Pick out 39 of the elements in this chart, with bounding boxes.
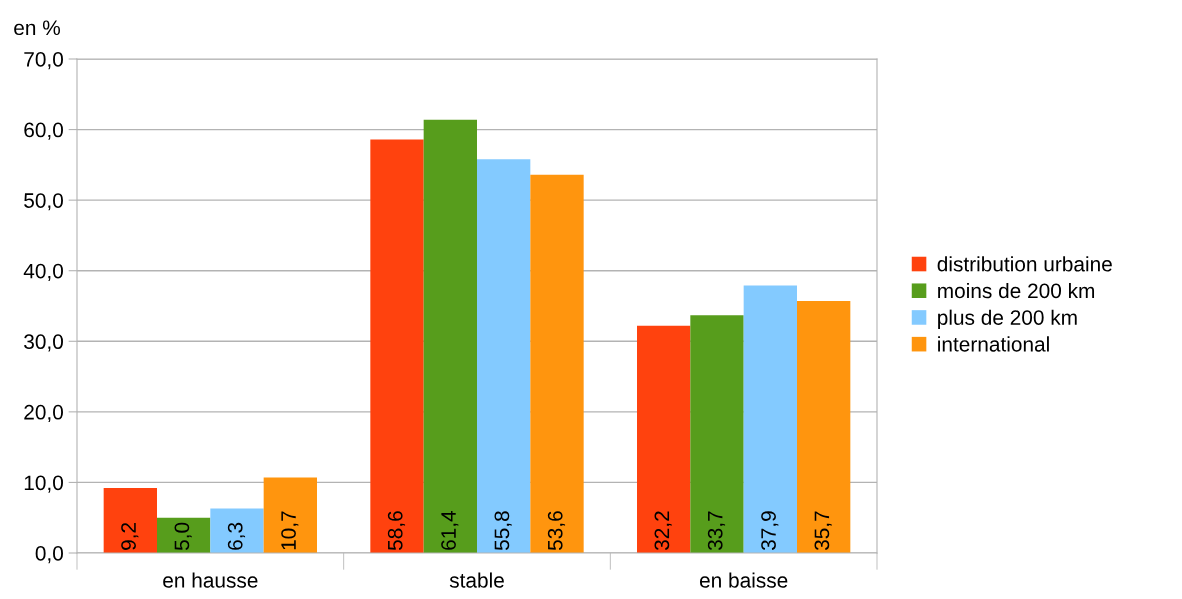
data-label: 53,6 (547, 511, 566, 551)
bar (797, 301, 851, 553)
data-label: 61,4 (441, 510, 459, 550)
x-tick-label: en hausse (163, 572, 258, 588)
y-tick-label: 40,0 (23, 263, 63, 281)
bar (690, 315, 744, 553)
bar (103, 488, 157, 553)
legend-label: international (938, 336, 1049, 352)
x-tick-label: stable (449, 572, 504, 588)
y-tick-label: 70,0 (24, 52, 63, 70)
bar (477, 159, 531, 553)
bar (637, 325, 691, 553)
bar (423, 119, 477, 553)
data-label: 5,0 (174, 522, 192, 551)
y-axis-title: en % (14, 20, 60, 36)
y-tick-label: 0,0 (35, 546, 63, 564)
x-tick-label: en baisse (699, 572, 788, 588)
y-tick-label: 50,0 (24, 193, 63, 211)
y-tick-label: 30,0 (24, 334, 63, 352)
legend-label: moins de 200 km (938, 282, 1095, 299)
data-label: 37,9 (761, 511, 779, 551)
data-label: 10,7 (281, 511, 299, 550)
legend-label: plus de 200 km (938, 309, 1077, 330)
data-label: 55,8 (494, 511, 512, 551)
bar (530, 174, 584, 553)
bar (263, 477, 317, 553)
y-tick-label: 10,0 (24, 475, 63, 493)
bar (743, 285, 797, 553)
data-label: 6,3 (227, 522, 246, 550)
bar (210, 508, 264, 553)
data-label: 35,7 (814, 511, 832, 551)
data-label: 9,2 (121, 522, 139, 550)
data-label: 33,7 (707, 511, 726, 551)
bar (370, 139, 424, 553)
data-label: 32,2 (654, 511, 672, 551)
legend-label: distribution urbaine (937, 256, 1112, 272)
y-tick-label: 20,0 (24, 404, 63, 423)
y-tick-label: 60,0 (24, 122, 63, 140)
data-label: 58,6 (387, 511, 406, 551)
